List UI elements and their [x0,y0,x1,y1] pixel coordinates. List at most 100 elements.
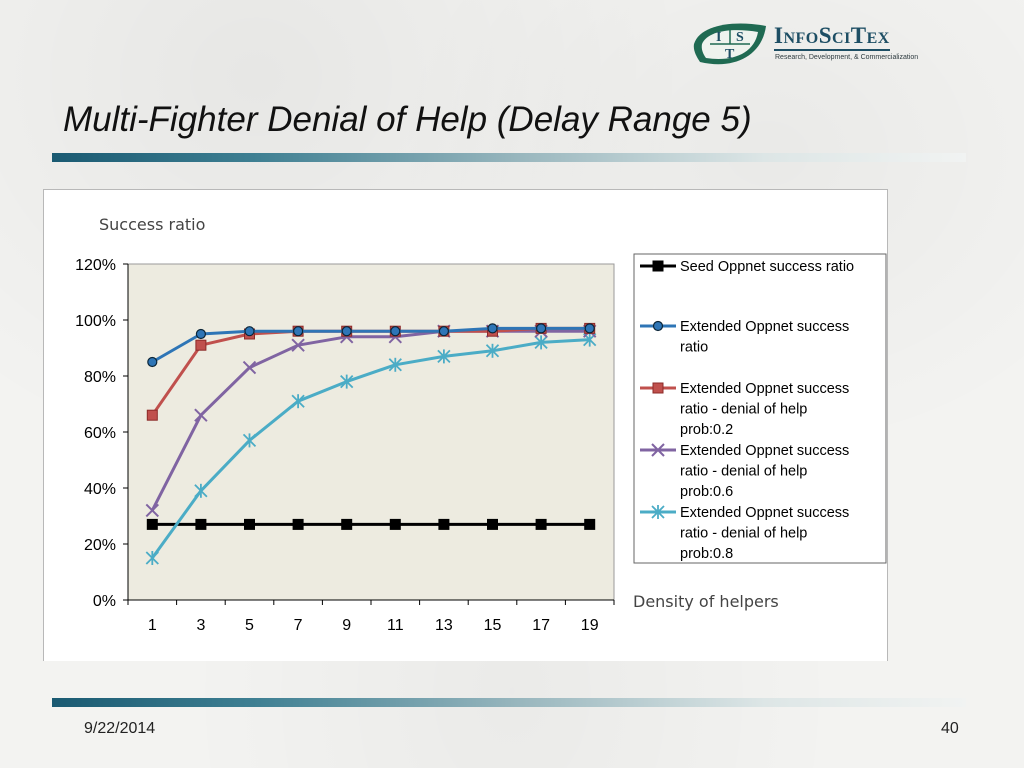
data-point [485,343,500,358]
legend-label: prob:0.6 [680,484,733,500]
line-chart: Success ratio Density of helpers 0% 20% 40… [75,215,887,634]
data-point [195,328,206,340]
series-line [151,338,590,559]
logo-letter-t: T [725,47,735,62]
title-divider [52,153,966,162]
data-point [438,326,449,337]
data-point [437,349,451,364]
marker-stroke [651,443,665,457]
legend-item: Extended Oppnet success ratio [640,319,849,356]
legend-label: Extended Oppnet success [680,319,849,335]
x-tick-label: 5 [245,617,254,634]
legend-label: Seed Oppnet success ratio [680,259,854,275]
data-point [146,409,158,421]
data-point [438,518,450,530]
data-point [340,374,354,389]
data-point [147,356,158,368]
data-point [388,357,402,372]
logo-tagline: Research, Development, & Commercializati… [775,54,919,61]
page-number: 40 [941,720,959,737]
data-point [534,335,548,350]
data-point [145,551,159,565]
marker-stroke [145,503,160,518]
data-point [195,339,207,351]
legend: Seed Oppnet success ratio Extended Oppnet… [633,253,887,564]
logo-letter-i: I [716,30,721,45]
legend-swatch-marker [652,320,664,332]
data-point [584,323,595,334]
legend-swatch-marker [651,505,665,519]
data-point [341,326,352,337]
x-tick-label: 19 [581,617,599,634]
data-point [536,323,547,334]
series-0 [146,518,596,530]
x-axis-title: Density of helpers [633,592,779,611]
data-point [293,326,304,337]
x-tick-label: 9 [342,617,351,634]
legend-label: prob:0.8 [680,546,733,562]
data-point [194,483,208,498]
series-4 [145,332,597,565]
data-point [195,518,207,530]
footer-divider [52,698,966,707]
logo-letter-s: S [736,30,744,45]
axes: 0%20%40%60%80%100%120%1 3 5 7 9 11 13 15 17 19 [75,257,615,634]
data-point [390,326,401,337]
marker-stroke [242,360,257,375]
plot-area [127,263,615,601]
data-point [535,518,547,530]
data-point [291,394,305,409]
marker-stroke [291,338,305,352]
series-layer [145,322,597,565]
data-point [242,433,257,448]
legend-label: prob:0.2 [680,422,733,438]
legend-item: Seed Oppnet success ratio [640,259,854,275]
infoscitex-logo: I S T InfoSciTex Research, Development, … [688,18,938,70]
x-tick-label: 3 [196,617,205,634]
data-point [389,518,401,530]
data-point [487,323,498,334]
series-1 [147,323,595,368]
x-tick-label: 1 [148,617,157,634]
data-point [146,518,158,530]
x-tick-label: 13 [435,617,453,634]
y-tick-label: 40% [84,481,116,498]
data-point [194,408,208,422]
legend-item: Extended Oppnet success ratio - denial of… [640,443,849,500]
legend-label: Extended Oppnet success [680,381,849,397]
legend-label: ratio [680,340,708,356]
data-point [242,360,257,375]
logo-brand-name: InfoSciTex [774,24,890,51]
data-point [292,518,304,530]
data-point [341,518,353,530]
legend-label: Extended Oppnet success [680,443,849,459]
legend-label: Extended Oppnet success [680,505,849,521]
footer-date: 9/22/2014 [84,720,156,737]
page-title: Multi-Fighter Denial of Help (Delay Rang… [63,100,752,139]
y-tick-label: 80% [84,369,116,386]
ist-leaf-icon: I S T [693,23,766,65]
legend-label: ratio - denial of help [680,402,807,418]
legend-swatch-marker [651,443,665,457]
legend-swatch-marker [652,382,664,394]
x-tick-label: 15 [484,617,502,634]
y-tick-label: 60% [84,425,116,442]
y-tick-label: 120% [75,257,116,274]
x-tick-label: 7 [294,617,303,634]
x-tick-label: 17 [532,617,550,634]
series-line [151,326,590,364]
data-point [487,518,498,530]
y-tick-label: 20% [84,537,116,554]
data-point [584,518,596,530]
y-tick-label: 100% [75,313,116,330]
data-point [291,338,305,352]
legend-item: Extended Oppnet success ratio - denial of… [640,505,849,562]
x-tick-label: 11 [387,617,404,634]
chart-frame: Success ratio Density of helpers 0% 20% 40… [43,189,888,661]
legend-item: Extended Oppnet success ratio - denial of… [640,381,849,438]
marker-stroke [194,408,208,422]
data-point [145,503,160,518]
legend-swatch-marker [652,260,664,272]
legend-label: ratio - denial of help [680,464,807,480]
data-point [244,518,255,530]
